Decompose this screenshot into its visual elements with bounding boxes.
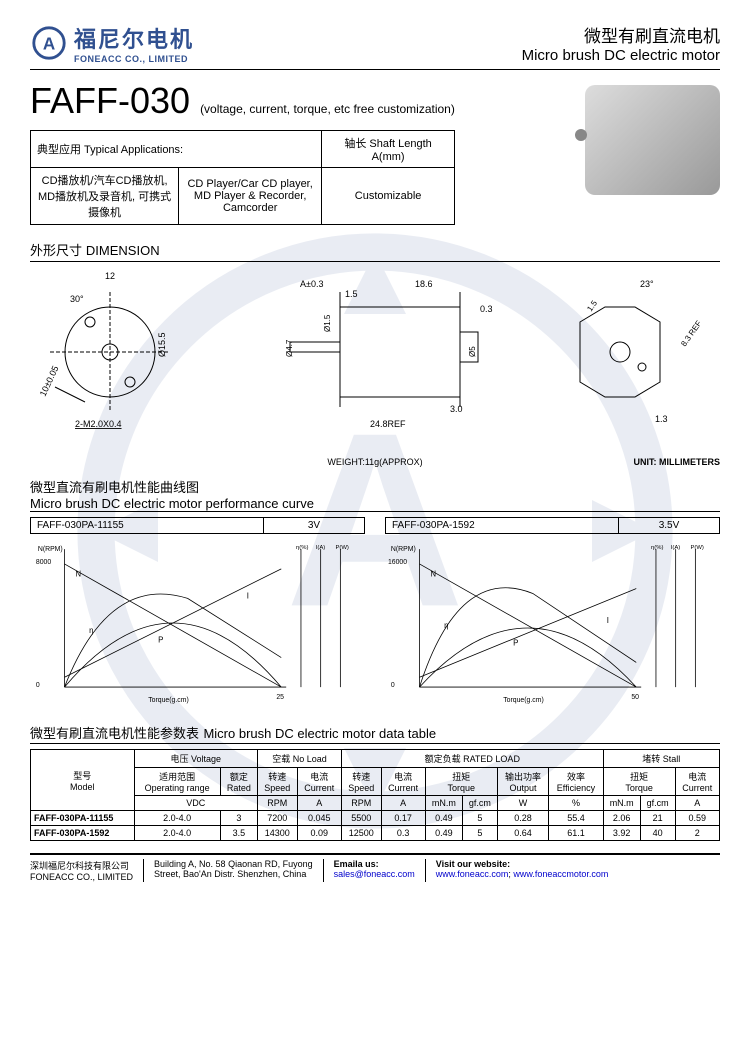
svg-text:I: I bbox=[247, 591, 249, 600]
svg-text:1.3: 1.3 bbox=[655, 414, 668, 424]
svg-text:Ø5: Ø5 bbox=[468, 346, 477, 357]
footer-web1[interactable]: www.foneacc.com bbox=[436, 869, 509, 879]
svg-text:8000: 8000 bbox=[36, 559, 51, 566]
svg-text:P(W): P(W) bbox=[335, 545, 348, 551]
dimension-unit: UNIT: MILLIMETERS bbox=[634, 457, 721, 467]
app-en: CD Player/Car CD player, MD Player & Rec… bbox=[179, 168, 322, 225]
svg-text:24.8REF: 24.8REF bbox=[370, 419, 406, 429]
footer-email-link[interactable]: sales@foneacc.com bbox=[334, 869, 415, 879]
svg-text:η: η bbox=[444, 621, 448, 630]
svg-text:Torque(g.cm): Torque(g.cm) bbox=[148, 697, 188, 704]
dimension-title: 外形尺寸 DIMENSION bbox=[30, 240, 720, 262]
subtitle: (voltage, current, torque, etc free cust… bbox=[200, 102, 455, 116]
svg-text:P: P bbox=[513, 639, 518, 648]
svg-text:Ø1.5: Ø1.5 bbox=[323, 314, 332, 332]
svg-text:23°: 23° bbox=[640, 279, 654, 289]
app-shaft: Customizable bbox=[322, 168, 455, 225]
svg-text:P(W): P(W) bbox=[690, 545, 703, 551]
svg-text:η: η bbox=[89, 626, 93, 635]
svg-text:N(RPM): N(RPM) bbox=[391, 546, 416, 553]
svg-text:30°: 30° bbox=[70, 294, 84, 304]
svg-text:N(RPM): N(RPM) bbox=[38, 546, 63, 553]
svg-text:N: N bbox=[430, 570, 436, 579]
svg-text:16000: 16000 bbox=[388, 559, 407, 566]
curves-title-en: Micro brush DC electric motor performanc… bbox=[30, 496, 720, 512]
performance-curves: FAFF-030PA-11155 3V bbox=[30, 517, 720, 717]
svg-text:18.6: 18.6 bbox=[415, 279, 433, 289]
dimension-weight: WEIGHT:11g(APPROX) bbox=[327, 457, 422, 467]
curve-1: FAFF-030PA-11155 3V bbox=[30, 517, 365, 717]
data-table-title-en: Micro brush DC electric motor data table bbox=[203, 726, 436, 741]
svg-text:0.3: 0.3 bbox=[480, 304, 493, 314]
app-cn: CD播放机/汽车CD播放机, MD播放机及录音机, 可携式摄像机 bbox=[31, 168, 179, 225]
svg-text:1.5: 1.5 bbox=[585, 298, 599, 313]
model-title: FAFF-030 bbox=[30, 80, 190, 122]
svg-text:0: 0 bbox=[391, 682, 395, 689]
footer: 深圳福尼尔科技有限公司 FONEACC CO., LIMITED Buildin… bbox=[30, 853, 720, 882]
dimension-drawing: 12 30° Ø15.5 10±0.05 2-M2.0X0.4 A±0.3 1.… bbox=[30, 267, 720, 467]
svg-text:8.3 REF: 8.3 REF bbox=[679, 319, 703, 348]
svg-text:η(%): η(%) bbox=[296, 545, 309, 551]
svg-text:Ø15.5: Ø15.5 bbox=[157, 332, 167, 357]
data-table: 型号Model 电压 Voltage 空载 No Load 额定负载 RATED… bbox=[30, 749, 720, 841]
svg-text:N: N bbox=[75, 570, 81, 579]
svg-text:A: A bbox=[43, 35, 55, 54]
svg-text:25: 25 bbox=[276, 694, 284, 701]
application-table: 典型应用 Typical Applications: 轴长 Shaft Leng… bbox=[30, 130, 455, 225]
svg-text:0: 0 bbox=[36, 682, 40, 689]
curves-title-cn: 微型直流有刷电机性能曲线图 bbox=[30, 477, 720, 496]
table-row: FAFF-030PA-11155 2.0-4.03 72000.045 5500… bbox=[31, 811, 720, 826]
svg-text:I: I bbox=[607, 616, 609, 625]
svg-text:η(%): η(%) bbox=[651, 545, 664, 551]
logo-gear-icon: A bbox=[30, 24, 68, 62]
app-head-right: 轴长 Shaft Length A(mm) bbox=[322, 131, 455, 168]
app-head-left: 典型应用 Typical Applications: bbox=[31, 131, 322, 168]
logo: A 福尼尔电机 FONEACC CO., LIMITED bbox=[30, 22, 194, 64]
svg-text:3.0: 3.0 bbox=[450, 404, 463, 414]
header-cn: 微型有刷直流电机 bbox=[522, 22, 720, 47]
svg-text:50: 50 bbox=[631, 694, 639, 701]
svg-text:I(A): I(A) bbox=[671, 545, 681, 551]
motor-photo bbox=[585, 85, 720, 195]
svg-text:A±0.3: A±0.3 bbox=[300, 279, 323, 289]
svg-text:P: P bbox=[158, 636, 163, 645]
logo-text-en: FONEACC CO., LIMITED bbox=[74, 54, 194, 64]
logo-text-cn: 福尼尔电机 bbox=[74, 22, 194, 54]
svg-text:Torque(g.cm): Torque(g.cm) bbox=[503, 697, 544, 704]
svg-text:10±0.05: 10±0.05 bbox=[38, 364, 61, 398]
table-row: FAFF-030PA-1592 2.0-4.03.5 143000.09 125… bbox=[31, 826, 720, 841]
curve-2: FAFF-030PA-1592 3.5V N(RPM) N η bbox=[385, 517, 720, 717]
svg-text:2-M2.0X0.4: 2-M2.0X0.4 bbox=[75, 419, 122, 429]
svg-text:12: 12 bbox=[105, 271, 115, 281]
svg-text:1.5: 1.5 bbox=[345, 289, 358, 299]
header-en: Micro brush DC electric motor bbox=[522, 47, 720, 64]
svg-text:I(A): I(A) bbox=[316, 545, 326, 551]
header: A 福尼尔电机 FONEACC CO., LIMITED 微型有刷直流电机 Mi… bbox=[30, 22, 720, 70]
svg-text:Ø4.7: Ø4.7 bbox=[285, 339, 294, 357]
footer-web2[interactable]: www.foneaccmotor.com bbox=[513, 869, 608, 879]
data-table-title-cn: 微型有刷直流电机性能参数表 bbox=[30, 726, 199, 741]
